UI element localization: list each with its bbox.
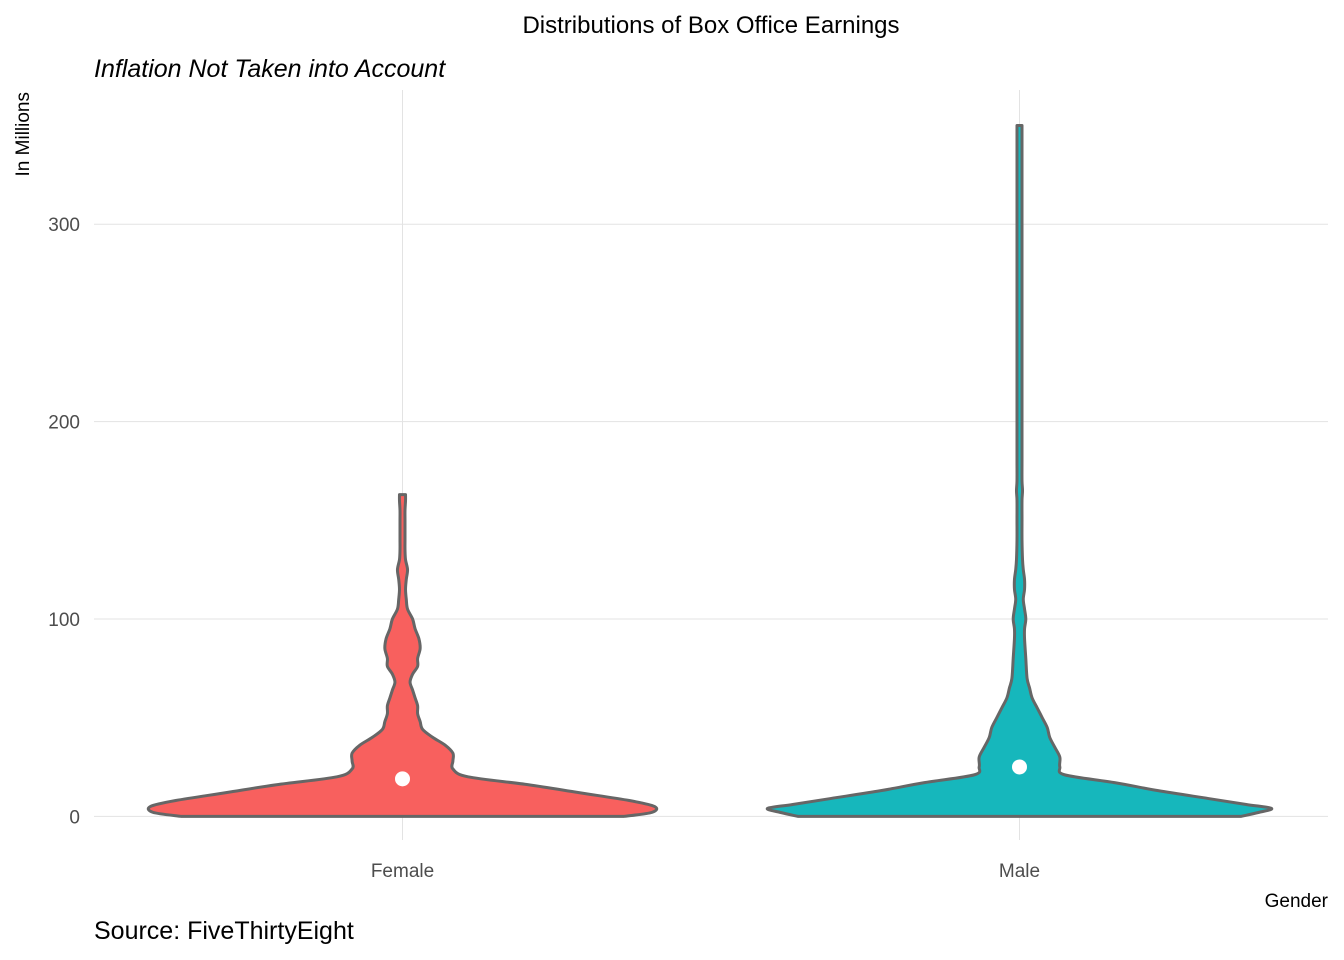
- median-dot-male: [1012, 759, 1027, 775]
- median-dots: [395, 759, 1027, 787]
- y-tick-label-200: 200: [48, 413, 80, 434]
- y-axis-ticks: 0 100 200 300: [48, 215, 80, 828]
- x-tick-label-female: Female: [371, 861, 434, 882]
- chart-caption: Source: FiveThirtyEight: [94, 917, 354, 945]
- grid-lines: [94, 90, 1328, 840]
- x-tick-label-male: Male: [999, 861, 1040, 882]
- violin-female: [146, 493, 659, 818]
- y-tick-label-100: 100: [48, 610, 80, 631]
- violin-male: [765, 124, 1274, 818]
- y-tick-label-0: 0: [69, 807, 80, 828]
- y-axis-title: In Millions: [13, 92, 34, 176]
- violins: [146, 124, 1274, 818]
- median-dot-female: [395, 771, 410, 787]
- y-tick-label-300: 300: [48, 215, 80, 236]
- x-axis-title: Gender: [1265, 891, 1329, 912]
- chart-title: Distributions of Box Office Earnings: [522, 12, 899, 39]
- x-axis-ticks: Female Male: [371, 861, 1040, 882]
- chart-subtitle: Inflation Not Taken into Account: [94, 55, 446, 83]
